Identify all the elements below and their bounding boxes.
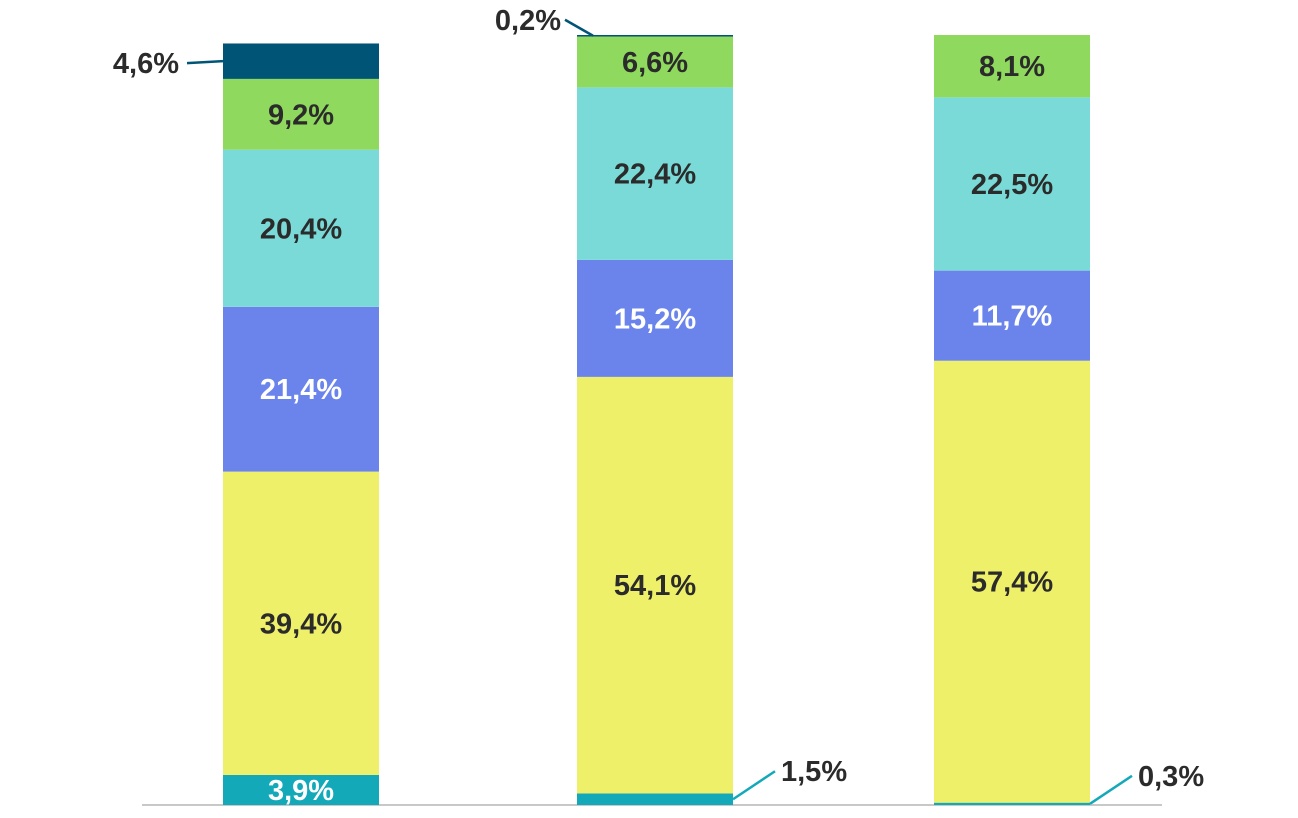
data-label-s4-c1: 6,6% (622, 47, 688, 79)
bar-segment-s0-c2 (934, 802, 1090, 805)
data-label-s1-c0: 39,4% (260, 608, 342, 640)
data-label-s5-c1: 0,2% (495, 5, 561, 37)
bar-segment-s3-c0 (223, 149, 379, 307)
data-label-s4-c2: 8,1% (979, 51, 1045, 83)
data-label-s2-c2: 11,7% (972, 301, 1053, 333)
callout-line-s0-c2 (1089, 774, 1133, 805)
data-label-s2-c0: 21,4% (260, 374, 342, 406)
data-label-s0-c1: 1,5% (781, 756, 847, 788)
data-label-s2-c1: 15,2% (614, 303, 696, 335)
data-label-s1-c1: 54,1% (614, 570, 696, 602)
data-label-s3-c2: 22,5% (971, 169, 1053, 201)
data-label-s3-c0: 20,4% (260, 213, 342, 245)
data-label-s1-c2: 57,4% (971, 567, 1053, 599)
bar-segment-s2-c2 (934, 270, 1090, 361)
callout-line-s0-c1 (732, 770, 776, 801)
bar-segment-s1-c0 (223, 471, 379, 775)
bar-segment-s2-c0 (223, 306, 379, 472)
bar-segment-s0-c1 (577, 793, 733, 805)
bar-segment-s3-c1 (577, 87, 733, 260)
data-label-s0-c0: 3,9% (268, 775, 334, 807)
labels-layer: 3,9% 39,4% 21,4% 20,4% 9,2% 4,6% 1,5% 54,1% 15,2… (113, 5, 1204, 807)
bar-segment-s3-c2 (934, 97, 1090, 271)
data-label-s0-c2: 0,3% (1138, 761, 1204, 793)
bar-segment-s4-c2 (934, 35, 1090, 98)
bar-segment-s1-c2 (934, 360, 1090, 803)
bar-segment-s4-c0 (223, 78, 379, 150)
bar-segment-s0-c0 (223, 774, 379, 805)
data-label-s5-c0: 4,6% (113, 48, 179, 80)
bar-segment-s5-c0 (223, 43, 379, 79)
callout-line-s5-c1 (564, 18, 594, 37)
bar-segment-s4-c1 (577, 36, 733, 88)
bar-segment-s1-c1 (577, 376, 733, 794)
bar-segment-s2-c1 (577, 259, 733, 377)
bars-layer (223, 35, 1090, 805)
bar-segment-s5-c1 (577, 35, 733, 37)
data-label-s3-c1: 22,4% (614, 159, 696, 191)
data-label-s4-c0: 9,2% (268, 99, 334, 131)
callout-line-s5-c0 (186, 59, 224, 65)
